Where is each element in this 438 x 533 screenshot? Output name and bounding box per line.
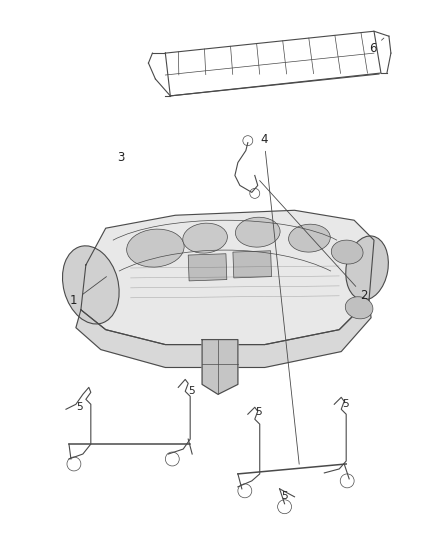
Bar	[233, 251, 272, 278]
Text: 5: 5	[188, 386, 195, 397]
Polygon shape	[81, 211, 374, 345]
Ellipse shape	[331, 240, 363, 264]
Ellipse shape	[235, 217, 280, 247]
Ellipse shape	[289, 224, 330, 252]
Ellipse shape	[346, 236, 389, 300]
Text: 2: 2	[260, 181, 368, 302]
Text: 6: 6	[369, 38, 384, 54]
Polygon shape	[202, 340, 238, 394]
Text: 4: 4	[260, 133, 299, 464]
Bar	[188, 254, 227, 281]
Text: 5: 5	[282, 491, 288, 501]
Text: 3: 3	[117, 151, 124, 164]
Polygon shape	[76, 300, 371, 367]
Text: 5: 5	[76, 402, 83, 412]
Text: 5: 5	[342, 399, 349, 409]
Text: 5: 5	[255, 407, 261, 417]
Ellipse shape	[127, 229, 184, 267]
Text: 1: 1	[70, 277, 106, 308]
Ellipse shape	[183, 223, 227, 253]
Ellipse shape	[345, 297, 373, 319]
Ellipse shape	[63, 246, 119, 324]
